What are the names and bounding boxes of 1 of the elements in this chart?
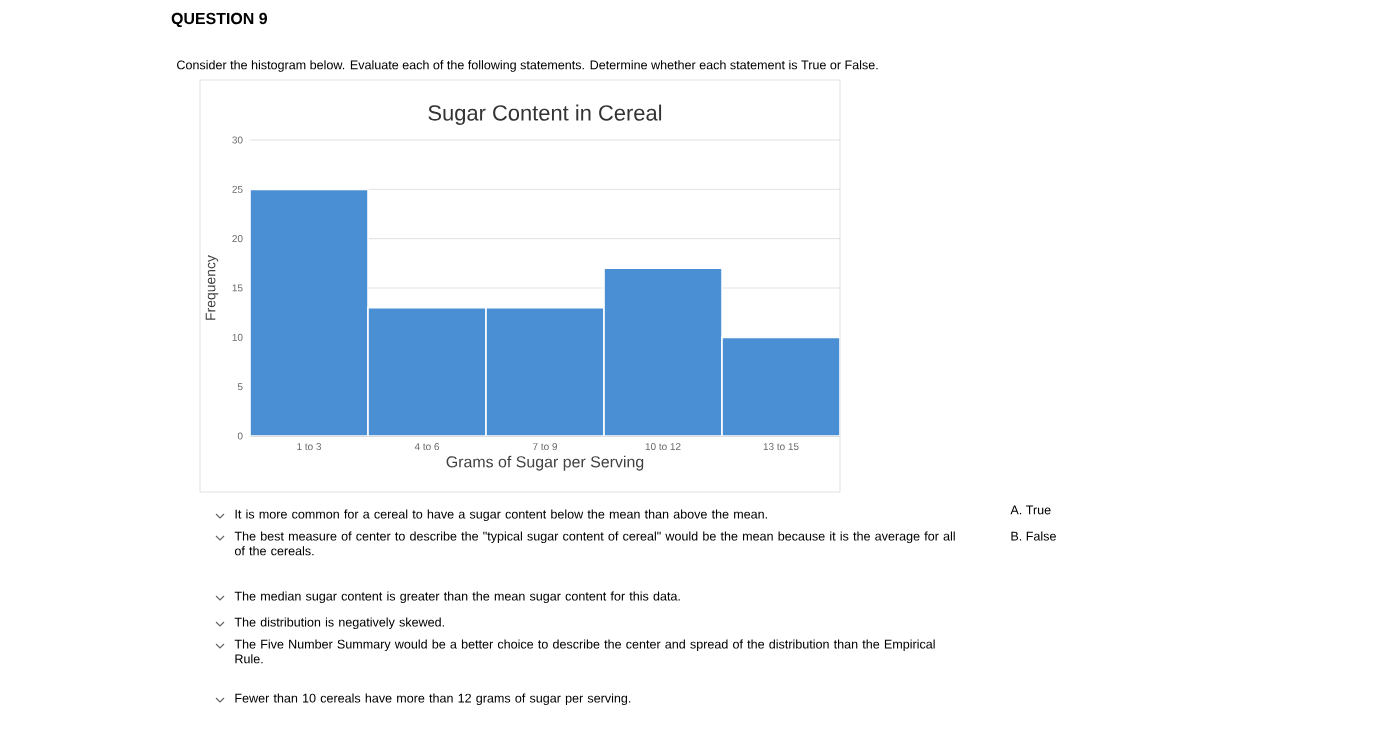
chart-title: Sugar Content in Cereal bbox=[428, 104, 662, 125]
